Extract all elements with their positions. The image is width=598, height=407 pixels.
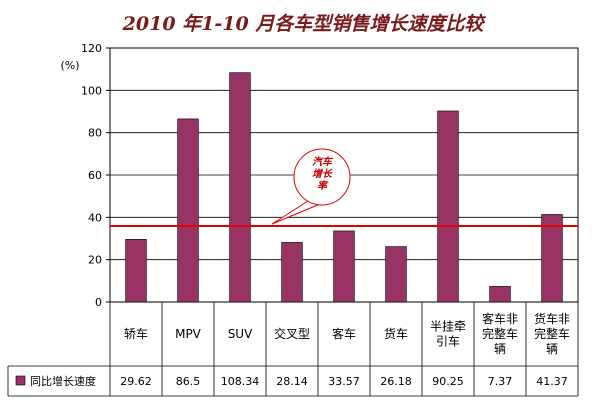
- category-label: 客车: [332, 326, 356, 341]
- category-label: 半挂牵: [430, 320, 466, 334]
- data-label: 108.34: [221, 375, 260, 388]
- bars: [125, 72, 563, 303]
- bar: [229, 72, 251, 303]
- data-label: 90.25: [432, 375, 464, 388]
- legend-swatch: [15, 375, 26, 386]
- category-label: 交叉型: [274, 326, 310, 341]
- category-label: SUV: [228, 327, 253, 341]
- data-label: 26.18: [380, 375, 412, 388]
- data-label: 41.37: [536, 375, 568, 388]
- category-label: 完整车: [482, 326, 518, 341]
- bar: [437, 110, 459, 303]
- y-tick-label: 100: [81, 84, 102, 97]
- category-label: 货车非: [534, 311, 570, 326]
- data-label: 86.5: [176, 375, 201, 388]
- data-table: 轿车 MPV SUV 交叉型 客车 货车半挂牵引车客车非完整车辆货车非完整车辆同比增长速度…: [7, 302, 579, 397]
- category-label: 轿车: [124, 326, 148, 341]
- y-tick-label: 20: [88, 254, 102, 267]
- callout-pointer: [271, 200, 321, 225]
- category-label: MPV: [175, 327, 202, 341]
- reference-line-label: 增长: [312, 168, 333, 180]
- category-label: 完整车: [534, 326, 570, 341]
- bar: [541, 214, 563, 303]
- bar: [125, 239, 147, 303]
- y-tick-label: 120: [81, 42, 102, 55]
- category-label: 客车非: [482, 311, 518, 326]
- bar: [385, 246, 407, 303]
- y-tick-label: 0: [95, 296, 102, 309]
- bar: [333, 230, 355, 303]
- bar: [281, 242, 303, 303]
- reference-line-label: 率: [317, 180, 329, 192]
- bar: [177, 118, 199, 303]
- y-tick-label: 80: [88, 127, 102, 140]
- bar: [489, 286, 511, 303]
- data-label: 33.57: [328, 375, 360, 388]
- chart-title: 2010 年1-10 月各车型销售增长速度比较: [122, 13, 487, 35]
- data-label: 29.62: [120, 375, 152, 388]
- callout-bubble: [293, 148, 351, 206]
- y-tick-label: 60: [88, 169, 102, 182]
- category-label: 辆: [494, 342, 506, 356]
- data-label: 7.37: [488, 375, 513, 388]
- reference-line-label: 汽车: [312, 156, 334, 168]
- category-label: 辆: [546, 342, 558, 356]
- y-tick-label: 40: [88, 211, 102, 224]
- data-label: 28.14: [276, 375, 308, 388]
- category-label: 货车: [384, 326, 408, 341]
- y-axis-ticks: 0 20 40 60 80 100 120: [81, 42, 110, 309]
- y-axis-unit: (%): [60, 59, 79, 72]
- legend-label: 同比增长速度: [30, 374, 96, 388]
- category-label: 引车: [436, 334, 460, 349]
